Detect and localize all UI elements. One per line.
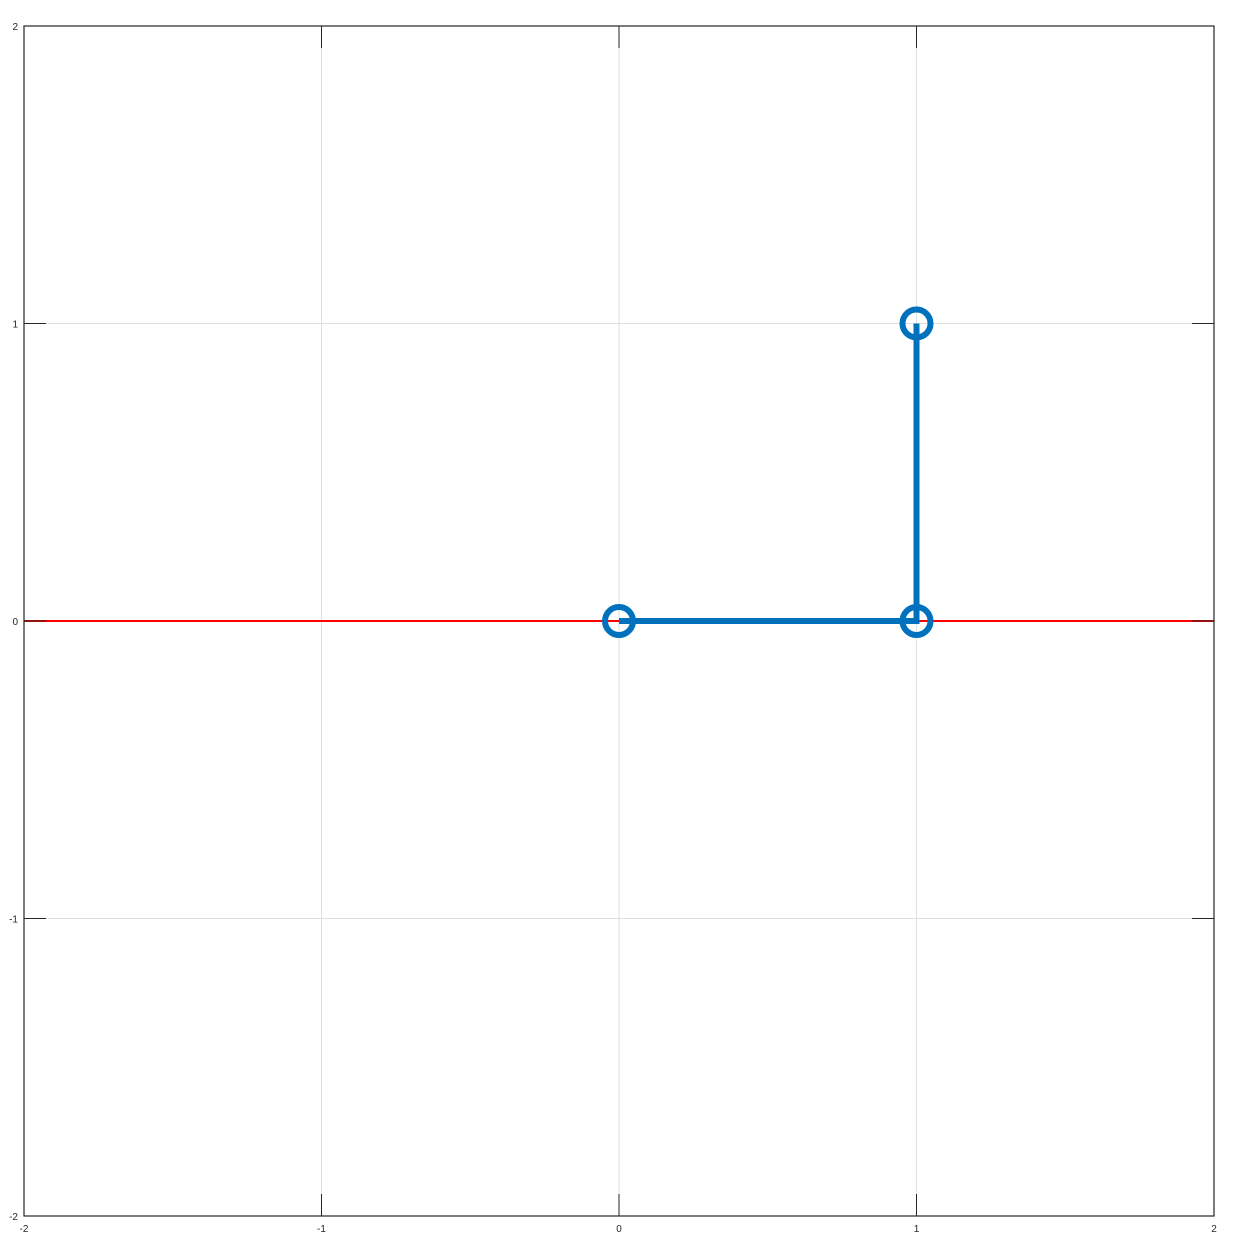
y-tick-label: 1 (12, 320, 18, 331)
series-1-point (899, 604, 934, 638)
x-tick-label: 0 (616, 1224, 622, 1235)
x-tick-label: -1 (317, 1224, 326, 1235)
series-1-point (899, 306, 934, 341)
series-1-point (602, 604, 636, 638)
x-tick-label: 1 (914, 1224, 920, 1235)
y-tick-label: -2 (9, 1212, 18, 1223)
x-tick-label: -2 (20, 1224, 29, 1235)
series-1-line (619, 323, 920, 624)
y-tick-label: 0 (12, 617, 18, 628)
ticks: -2 -1 0 1 2 -2 -1 0 1 2 (9, 22, 1217, 1235)
y-tick-label: -1 (9, 915, 18, 926)
x-tick-label: 2 (1211, 1224, 1217, 1235)
series-layer (24, 306, 1214, 638)
y-tick-label: 2 (12, 22, 18, 33)
